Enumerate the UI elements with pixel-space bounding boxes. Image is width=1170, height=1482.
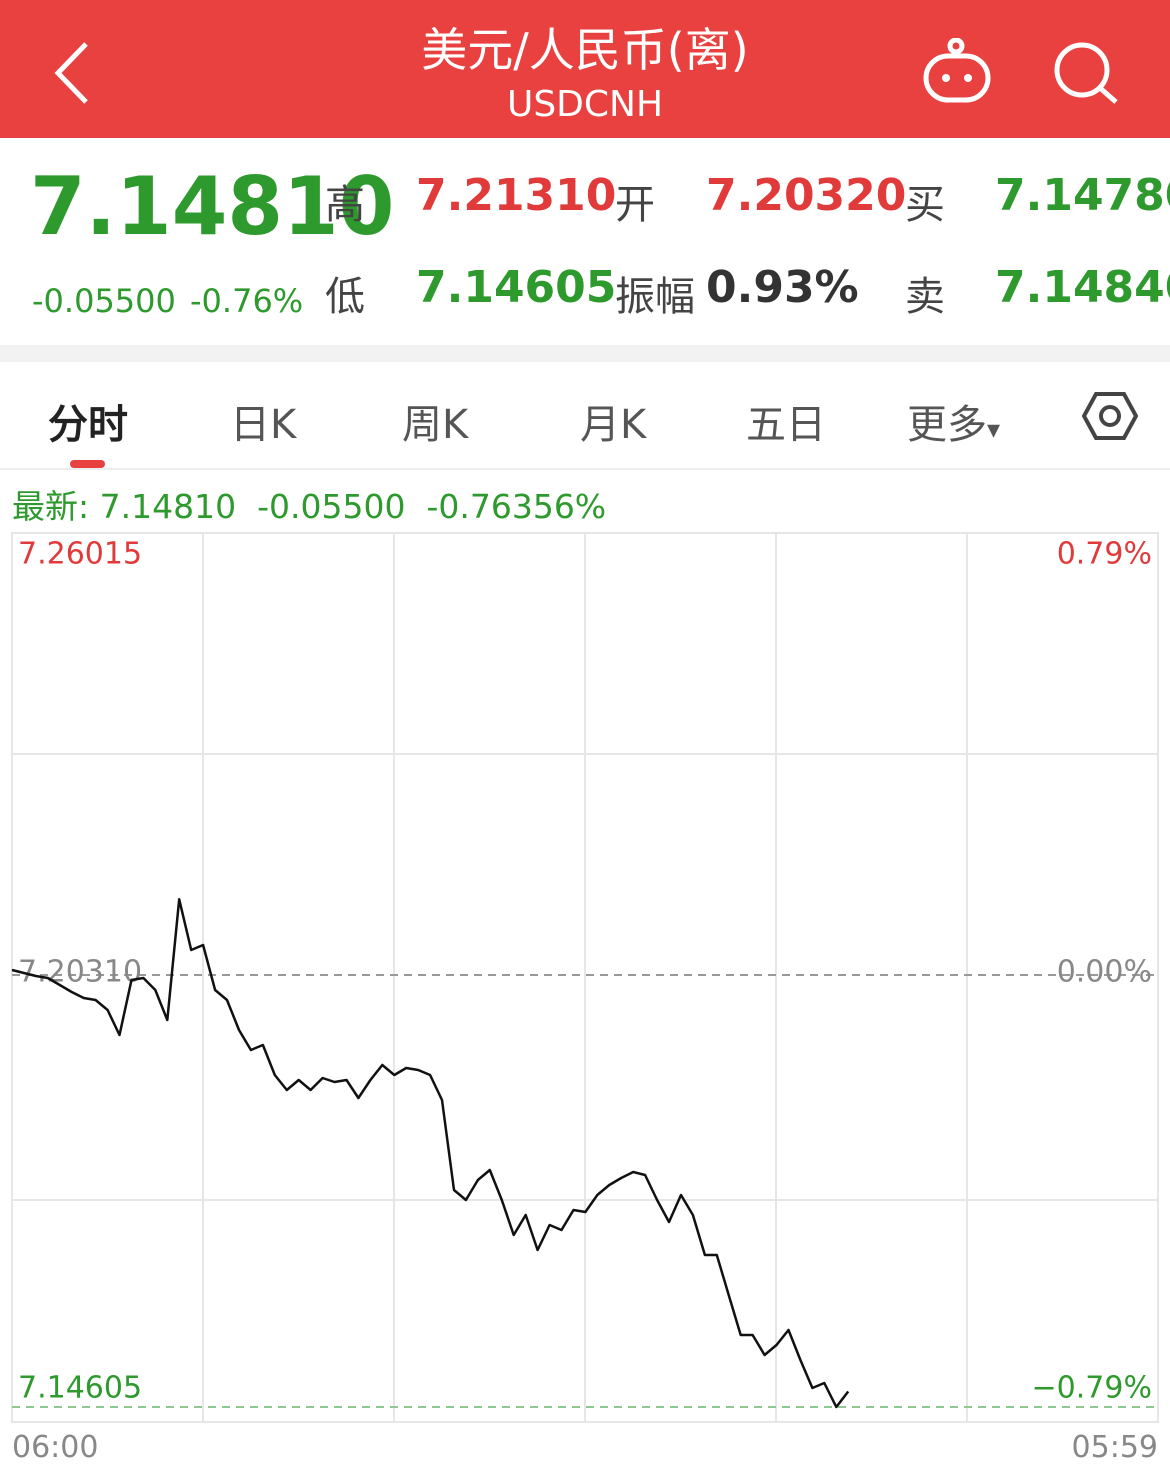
- quote-label: 开: [615, 182, 655, 228]
- search-icon[interactable]: [1052, 40, 1122, 106]
- header-bar: 美元/人民币(离) USDCNH: [0, 0, 1170, 138]
- quote-value: 7.14840: [995, 262, 1170, 313]
- quote-value: 7.20320: [706, 170, 907, 221]
- tab[interactable]: 更多▾: [907, 402, 1001, 448]
- quote-value: 7.21310: [416, 170, 617, 221]
- quote-label: 高: [325, 182, 365, 228]
- latest-price: 7.14810: [99, 487, 237, 526]
- back-button[interactable]: [48, 40, 98, 106]
- y2-tick-label: −0.79%: [1032, 1371, 1152, 1406]
- price-line: [11, 898, 850, 1409]
- y2-tick-label: 0.00%: [1057, 955, 1152, 990]
- tab[interactable]: 日K: [230, 402, 297, 448]
- price: 7.14810: [30, 160, 395, 253]
- divider: [0, 468, 1170, 470]
- tab[interactable]: 分时: [48, 402, 128, 448]
- quote-value: 7.14605: [416, 262, 617, 313]
- y-tick-label: 7.14605: [18, 1371, 142, 1406]
- x-end-label: 05:59: [1072, 1430, 1158, 1465]
- quote-label: 买: [905, 182, 945, 228]
- y-tick-label: 7.26015: [18, 537, 142, 572]
- change: -0.05500: [32, 282, 176, 320]
- quote-value: 0.93%: [706, 262, 859, 313]
- dropdown-arrow: ▾: [987, 415, 1001, 445]
- tab[interactable]: 周K: [402, 402, 469, 448]
- latest-label: 最新:: [12, 487, 90, 526]
- tab[interactable]: 月K: [580, 402, 647, 448]
- tab[interactable]: 五日: [746, 402, 826, 448]
- title: 美元/人民币(离): [421, 23, 749, 77]
- settings-icon[interactable]: [1082, 390, 1138, 442]
- tab-indicator: [70, 460, 105, 468]
- latest-row: 最新: 7.14810 -0.05500 -0.76356%: [12, 480, 606, 528]
- quote-label: 卖: [905, 274, 945, 320]
- robot-icon[interactable]: [918, 38, 998, 108]
- y-tick-label: 7.20310: [18, 955, 142, 990]
- separator: [0, 345, 1170, 362]
- latest-change-percent: -0.76356%: [426, 487, 607, 526]
- grid: [11, 532, 1159, 1423]
- change-percent: -0.76%: [190, 282, 304, 320]
- y2-tick-label: 0.79%: [1057, 537, 1152, 572]
- latest-change: -0.05500: [257, 487, 406, 526]
- quote-label: 低: [325, 274, 365, 320]
- x-start-label: 06:00: [12, 1430, 98, 1465]
- subtitle: USDCNH: [506, 84, 664, 125]
- quote-value: 7.14780: [995, 170, 1170, 221]
- quote-label: 振幅: [615, 274, 695, 320]
